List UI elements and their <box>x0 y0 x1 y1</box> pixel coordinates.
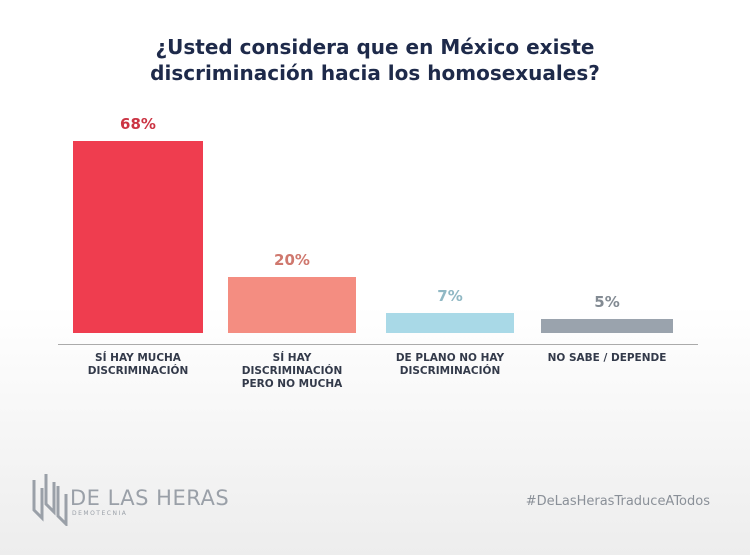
value-label: 5% <box>594 292 620 311</box>
bar <box>228 276 356 333</box>
bar <box>386 313 514 333</box>
hashtag: #DeLasHerasTraduceATodos <box>525 494 710 509</box>
value-label: 68% <box>120 115 156 134</box>
value-label: 20% <box>274 250 310 269</box>
x-tick-label: NO SABE / DEPENDE <box>547 352 667 364</box>
bar <box>541 318 673 333</box>
x-tick-label: SÍ HAY DISCRIMINACIÓN PERO NO MUCHA <box>241 352 343 390</box>
chart-title: ¿Usted considera que en México existe di… <box>150 35 600 85</box>
x-tick-label: DE PLANO NO HAY DISCRIMINACIÓN <box>395 352 505 377</box>
brand-sub: DEMOTECNIA <box>72 510 128 517</box>
axis-line <box>58 344 698 345</box>
value-label: 7% <box>437 287 463 306</box>
brand: DE LAS HERAS <box>70 486 230 510</box>
logo <box>32 474 68 526</box>
x-tick-label: SÍ HAY MUCHA DISCRIMINACIÓN <box>87 352 189 377</box>
bar <box>73 141 203 333</box>
